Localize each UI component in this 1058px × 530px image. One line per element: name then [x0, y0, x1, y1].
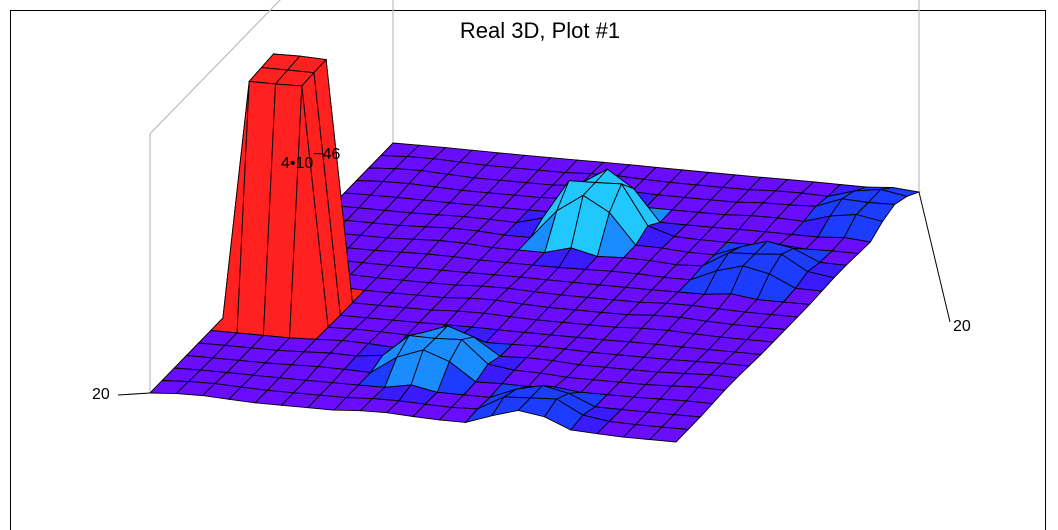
chart-title: Real 3D, Plot #1 [460, 18, 620, 43]
axis-tick [918, 191, 951, 323]
surface-mesh [117, 52, 951, 443]
y-end-tick-label: 20 [953, 318, 971, 335]
x-end-tick-label: 20 [92, 386, 110, 403]
surface-cell [648, 426, 690, 443]
axis-tick [117, 392, 151, 396]
z-max-exponent: −46 [313, 146, 340, 163]
z-max-mantissa: 4•10 [281, 155, 313, 172]
z-max-tick-label: 4•10−46 [281, 146, 341, 172]
box-edge [149, 0, 281, 135]
